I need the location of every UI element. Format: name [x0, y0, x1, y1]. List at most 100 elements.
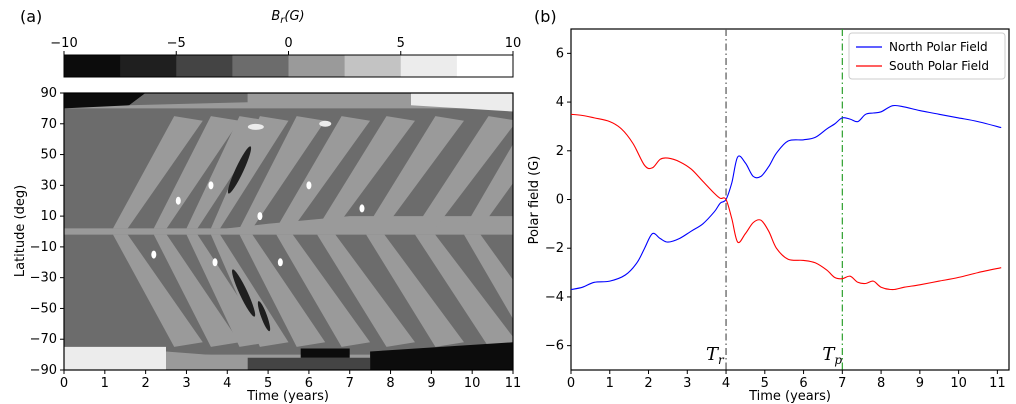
legend-entry-1: South Polar Field [889, 59, 989, 73]
south-cap-end [370, 342, 513, 370]
a-ytick-label-2: −50 [30, 301, 57, 316]
south-cap-dark [247, 357, 371, 370]
north-white-patch-2 [319, 120, 332, 127]
north-band-1 [153, 116, 240, 229]
panel-a-ylabel: Latitude (deg) [13, 185, 28, 277]
north-band-0 [113, 116, 203, 229]
series-line-north [570, 104, 1002, 291]
colorbar-segment-3 [232, 55, 289, 77]
bright-spot-3 [306, 181, 312, 190]
panel-a-xlabel: Time (years) [246, 389, 329, 404]
a-ytick-label-7: 50 [40, 148, 57, 163]
colorbar-label-sub: r [280, 15, 285, 26]
colorbar-segment-7 [456, 55, 514, 77]
heatmap-bands [64, 93, 513, 370]
a-ytick-label-8: 70 [40, 117, 57, 132]
north-band-8 [415, 116, 513, 229]
north-band-9 [464, 144, 513, 229]
a-xtick-label-6: 6 [305, 376, 313, 391]
north-band-3 [210, 116, 289, 229]
b-xtick-label-5: 5 [761, 376, 769, 391]
north-band-7 [366, 116, 464, 229]
south-band-5 [276, 234, 371, 347]
b-ytick-label-3: 0 [556, 193, 564, 208]
a-xtick-label-9: 9 [427, 376, 435, 391]
panel-b-series [570, 104, 1002, 291]
colorbar-ticks: −10 −5 0 5 10 [50, 36, 521, 55]
colorbar-segment-5 [344, 55, 402, 77]
a-ytick-label-6: 30 [40, 178, 57, 193]
b-ytick-label-5: 4 [556, 95, 564, 110]
bright-spot-7 [277, 258, 283, 267]
bright-spot-2 [257, 212, 263, 221]
a-ytick-label-1: −70 [30, 332, 57, 347]
panel-b-y-ticks: −6 −4 −2 0 2 4 6 [545, 46, 571, 354]
north-cap-start [64, 93, 146, 109]
panel-a-label: (a) [20, 7, 42, 26]
bright-spot-0 [208, 181, 214, 190]
north-band-5 [276, 116, 371, 229]
south-band-6 [317, 234, 415, 347]
colorbar-segment-4 [288, 55, 346, 77]
a-xtick-label-5: 5 [264, 376, 272, 391]
south-band-9 [464, 234, 513, 319]
north-band-6 [317, 116, 415, 229]
b-xtick-label-3: 3 [683, 376, 691, 391]
colorbar [63, 54, 514, 78]
panel-a-x-ticks: 0 1 2 3 4 5 6 7 8 9 10 11 [60, 370, 521, 391]
south-band-7 [366, 234, 464, 347]
north-white-patch [247, 123, 264, 130]
a-ytick-label-0: −90 [30, 363, 57, 378]
marker-label-0: Tr [706, 344, 725, 367]
a-xtick-label-0: 0 [60, 376, 68, 391]
b-xtick-label-0: 0 [567, 376, 575, 391]
colorbar-segment-6 [400, 55, 458, 77]
north-band-4 [239, 116, 326, 229]
colorbar-tick-label-2: 0 [284, 36, 292, 51]
a-xtick-label-4: 4 [223, 376, 231, 391]
colorbar-tick-label-3: 5 [397, 36, 405, 51]
south-band-8 [415, 234, 513, 347]
a-xtick-label-1: 1 [101, 376, 109, 391]
a-xtick-label-3: 3 [182, 376, 190, 391]
north-cap-end [411, 93, 513, 112]
b-xtick-label-11: 11 [989, 376, 1006, 391]
south-dark-streak [232, 269, 256, 317]
south-band-0 [113, 234, 203, 347]
colorbar-tick-label-1: −5 [167, 36, 186, 51]
b-ytick-label-6: 6 [556, 46, 564, 61]
b-xtick-label-10: 10 [950, 376, 967, 391]
bright-spot-6 [151, 250, 157, 259]
a-ytick-label-9: 90 [40, 86, 57, 101]
b-ytick-label-4: 2 [556, 144, 564, 159]
b-xtick-label-1: 1 [606, 376, 614, 391]
legend-box [848, 32, 1006, 80]
bright-spot-4 [359, 204, 365, 213]
south-dark-streak-2 [257, 301, 271, 332]
butterfly-heatmap [64, 93, 513, 370]
colorbar-segment-2 [176, 55, 233, 77]
heatmap-frame [63, 92, 514, 371]
south-band-1 [153, 234, 240, 347]
north-cap-light [247, 93, 411, 106]
b-xtick-label-8: 8 [877, 376, 885, 391]
series-line-south [570, 113, 1002, 291]
legend-entry-0: North Polar Field [889, 40, 988, 54]
b-ytick-label-1: −4 [545, 290, 564, 305]
bright-spot-5 [175, 196, 181, 205]
colorbar-tick-label-0: −10 [50, 36, 77, 51]
colorbar-segment-1 [120, 55, 177, 77]
north-dark-streak [227, 146, 252, 194]
b-xtick-label-2: 2 [644, 376, 652, 391]
a-xtick-label-7: 7 [346, 376, 354, 391]
b-xtick-label-6: 6 [799, 376, 807, 391]
marker-label-1: Tp [822, 344, 842, 367]
equator-band [64, 228, 513, 235]
panel-b-legend: North Polar Field South Polar Field [848, 32, 1006, 80]
a-xtick-label-8: 8 [386, 376, 394, 391]
north-cap-mid [129, 93, 248, 106]
panel-b-x-ticks: 0 1 2 3 4 5 6 7 8 9 10 11 [567, 370, 1006, 391]
panel-b-xlabel: Time (years) [748, 389, 831, 404]
colorbar-label: Br(G) [271, 9, 304, 26]
a-ytick-label-5: 10 [40, 209, 57, 224]
